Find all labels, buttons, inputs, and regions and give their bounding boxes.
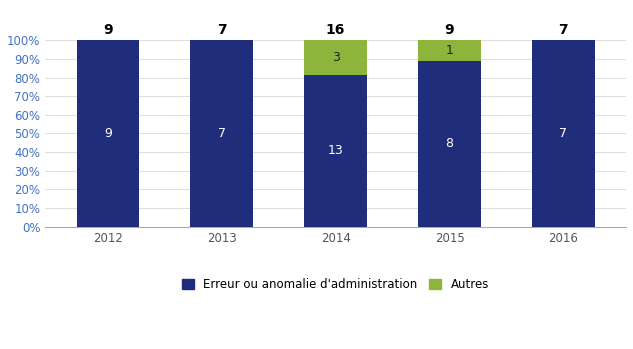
Text: 13: 13 [328, 144, 344, 157]
Text: 9: 9 [103, 23, 113, 37]
Text: 9: 9 [445, 23, 454, 37]
Bar [77, 40, 139, 227]
Bar [418, 40, 481, 61]
Bar [304, 75, 367, 227]
Text: 1: 1 [446, 44, 453, 57]
Bar [532, 40, 595, 227]
Bar [191, 40, 253, 227]
Legend: Erreur ou anomalie d'administration, Autres: Erreur ou anomalie d'administration, Aut… [177, 274, 494, 296]
Text: 7: 7 [560, 127, 567, 140]
Text: 16: 16 [326, 23, 346, 37]
Text: 3: 3 [332, 51, 339, 64]
Text: 7: 7 [218, 127, 226, 140]
Text: 7: 7 [558, 23, 568, 37]
Text: 8: 8 [446, 137, 453, 150]
Bar [418, 61, 481, 227]
Text: 9: 9 [104, 127, 112, 140]
Bar [304, 40, 367, 75]
Text: 7: 7 [217, 23, 227, 37]
